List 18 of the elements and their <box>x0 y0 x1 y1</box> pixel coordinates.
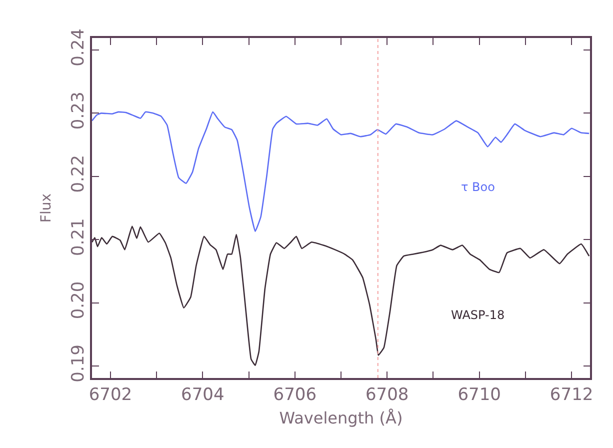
y-axis-title: Flux <box>38 193 55 223</box>
text: τ Boo <box>461 180 495 194</box>
y-tick-label: 0.24 <box>68 28 88 66</box>
y-tick-label: 0.22 <box>68 154 88 193</box>
x-tick-label: 6706 <box>273 385 317 406</box>
line-series <box>92 226 590 366</box>
x-tick-label: 6708 <box>365 385 409 406</box>
x-tick-label: 6710 <box>458 385 501 406</box>
y-tick-label: 0.19 <box>68 344 88 382</box>
x-axis-title: Wavelength (Å) <box>279 408 403 428</box>
x-tick-label: 6702 <box>88 385 132 406</box>
y-tick-label: 0.21 <box>68 218 88 256</box>
x-tick-label: 6712 <box>550 385 594 406</box>
y-tick-label: 0.23 <box>68 92 88 130</box>
x-tick-label: 6704 <box>181 385 224 406</box>
y-tick-label: 0.20 <box>68 281 88 320</box>
line-series <box>92 111 590 232</box>
text: WASP-18 <box>451 308 505 322</box>
